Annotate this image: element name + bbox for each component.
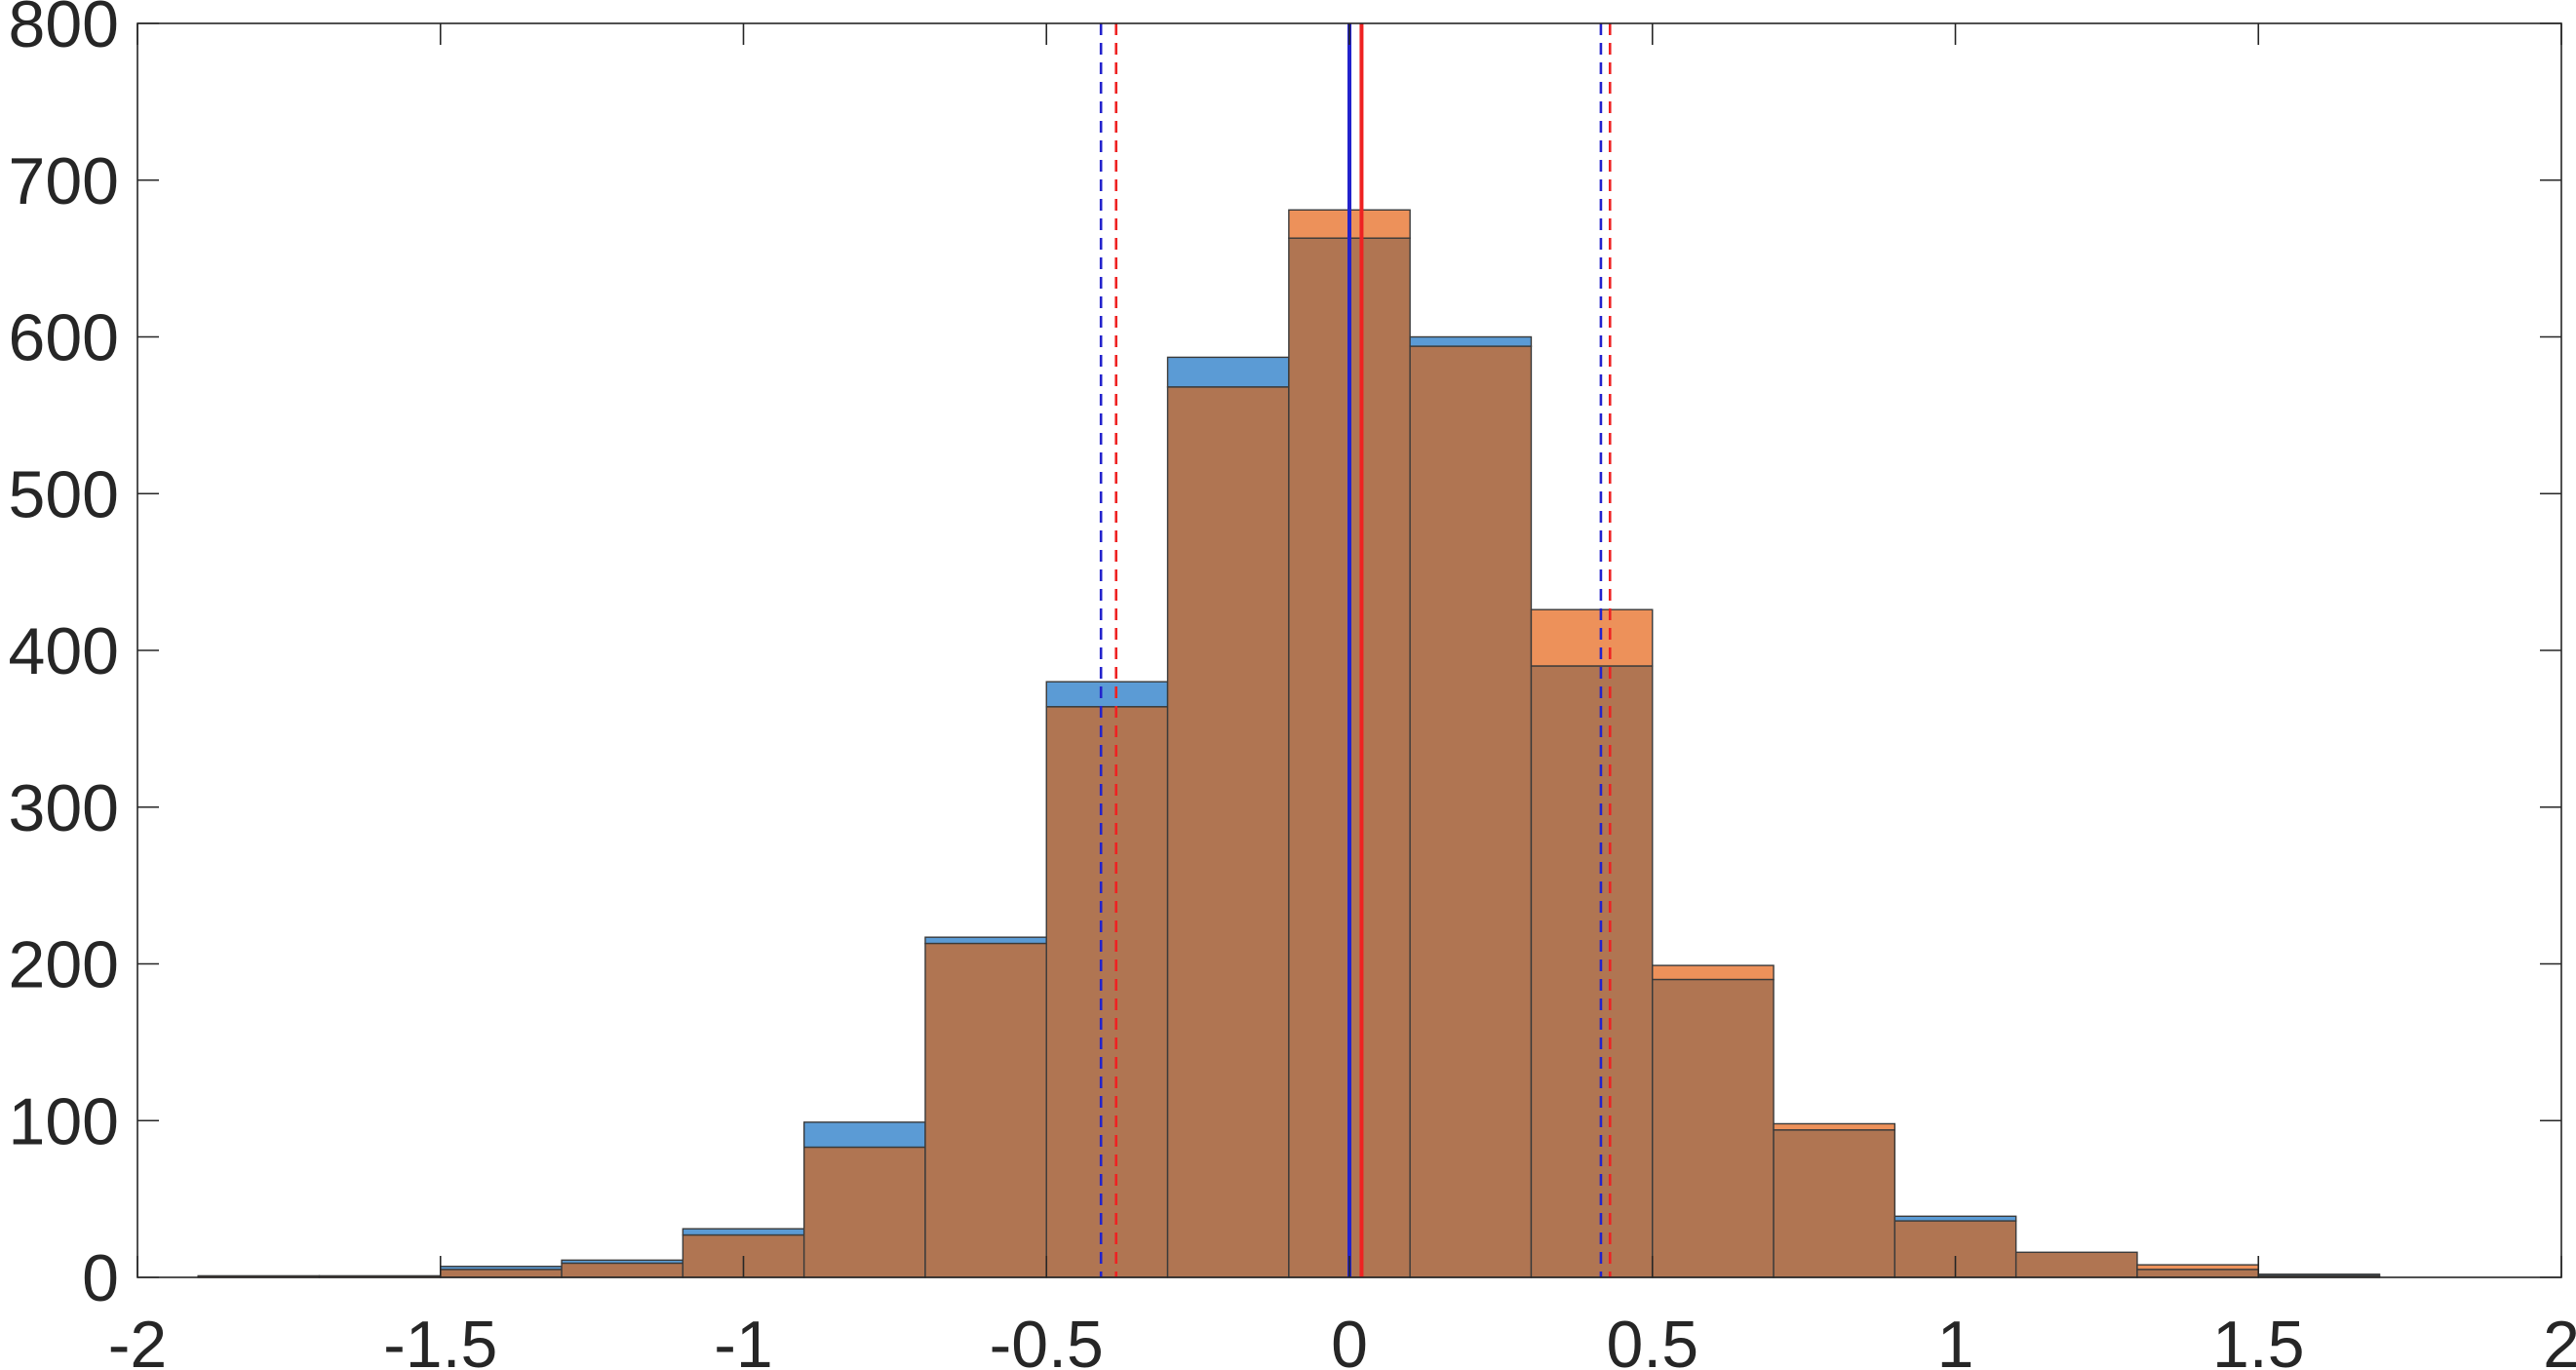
- histogram-bar-top-10: [1409, 335, 1533, 347]
- histogram-bar-top-13: [1773, 1122, 1896, 1131]
- y-tick-label-7: 700: [9, 144, 119, 218]
- x-tick-label-0: -2: [108, 1308, 167, 1370]
- histogram-bar-top-16: [2136, 1264, 2259, 1271]
- histogram-bar-top-4: [682, 1228, 805, 1236]
- histogram-bar-overlap-5: [802, 1146, 926, 1278]
- histogram-bar-overlap-10: [1409, 345, 1533, 1278]
- x-tick-label-3: -0.5: [990, 1308, 1104, 1370]
- x-tick-label-5: 0.5: [1606, 1308, 1698, 1370]
- x-tick-label-6: 1: [1937, 1308, 1974, 1370]
- histogram-bar-top-12: [1652, 964, 1775, 981]
- y-tick-label-0: 0: [82, 1241, 119, 1315]
- x-axis-tick-labels: -2 -1.5 -1 -0.5 0 0.5 1 1.5 2: [108, 1308, 2576, 1370]
- histogram-bar-top-11: [1530, 608, 1654, 667]
- y-tick-label-8: 800: [9, 0, 119, 61]
- x-tick-label-2: -1: [714, 1308, 772, 1370]
- histogram-bar-overlap-2: [440, 1269, 563, 1278]
- y-axis-tick-labels: 0 100 200 300 400 500 600 700 800: [9, 0, 119, 1315]
- histogram-bar-overlap-11: [1530, 665, 1654, 1278]
- x-tick-label-1: -1.5: [383, 1308, 497, 1370]
- reference-lines-layer: [1099, 23, 1612, 1277]
- y-tick-label-5: 500: [9, 457, 119, 531]
- histogram-bar-overlap-15: [2014, 1251, 2138, 1278]
- y-tick-label-4: 400: [9, 614, 119, 688]
- histogram-bar-overlap-3: [561, 1262, 684, 1278]
- y-tick-label-2: 200: [9, 928, 119, 1002]
- histogram-bar-top-5: [802, 1121, 926, 1149]
- bars-layer: [197, 209, 2381, 1278]
- histogram-bar-overlap-7: [1045, 706, 1169, 1278]
- histogram-bar-overlap-8: [1166, 386, 1290, 1278]
- x-tick-label-4: 0: [1331, 1308, 1368, 1370]
- y-tick-label-3: 300: [9, 771, 119, 845]
- histogram-bar-overlap-12: [1652, 978, 1775, 1278]
- y-tick-label-6: 600: [9, 301, 119, 375]
- x-tick-label-8: 2: [2543, 1308, 2576, 1370]
- axis-ticks-layer: [137, 22, 2562, 1278]
- histogram-bar-top-8: [1166, 356, 1290, 388]
- histogram-bar-top-7: [1045, 681, 1169, 708]
- y-tick-label-1: 100: [9, 1084, 119, 1158]
- histogram-bar-top-14: [1893, 1215, 2017, 1222]
- histogram-bar-overlap-13: [1773, 1129, 1896, 1278]
- histogram-bar-overlap-16: [2136, 1269, 2259, 1278]
- x-tick-label-7: 1.5: [2212, 1308, 2305, 1370]
- histogram-bar-overlap-6: [924, 942, 1047, 1278]
- histogram-bar-top-6: [924, 936, 1047, 945]
